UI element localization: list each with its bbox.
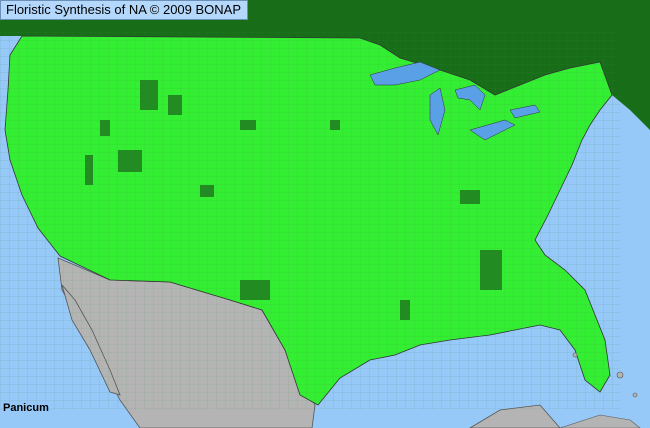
map-title: Floristic Synthesis of NA © 2009 BONAP	[0, 0, 249, 20]
county-grid	[0, 30, 620, 410]
county-highlights	[85, 80, 502, 320]
caribbean-islands	[559, 352, 641, 428]
great-lakes	[369, 61, 541, 141]
taxon-label: Panicum	[3, 402, 49, 414]
